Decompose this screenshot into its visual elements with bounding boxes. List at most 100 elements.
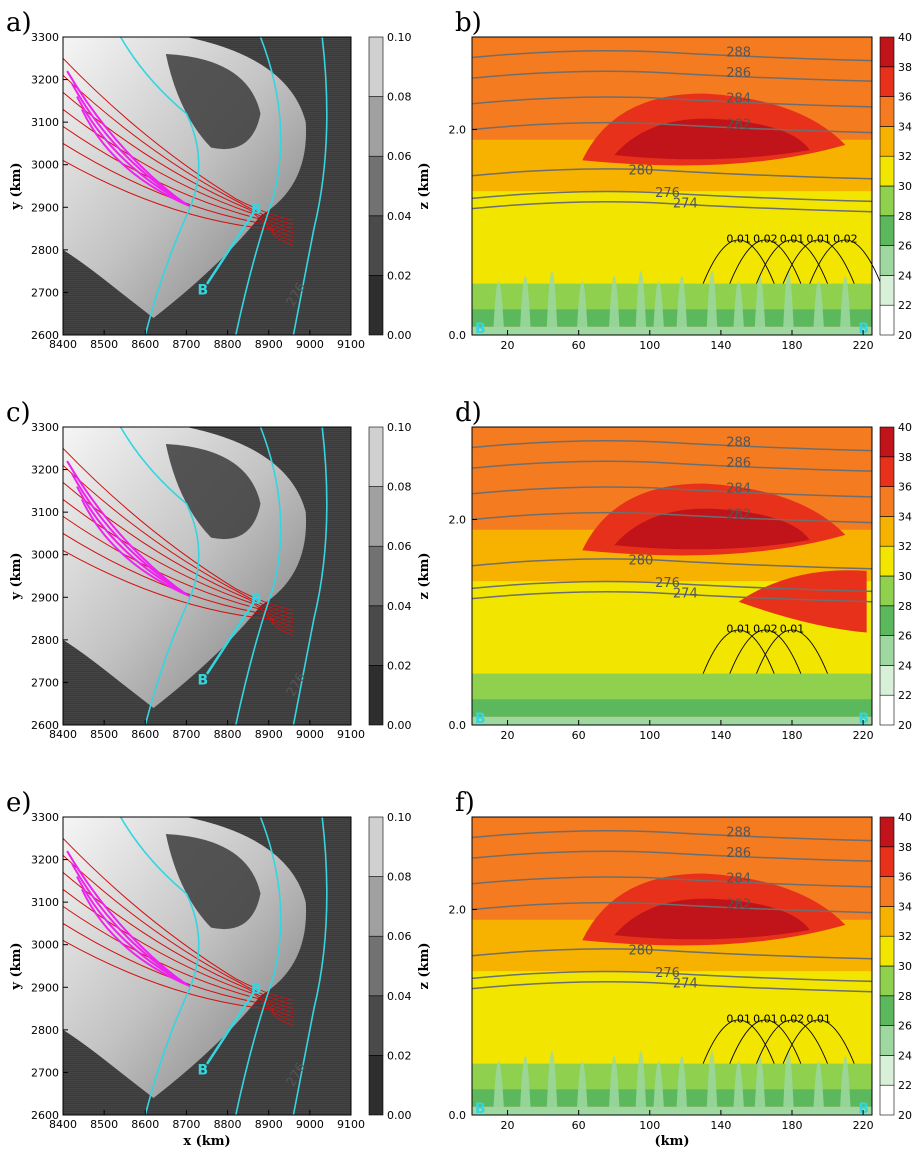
colorbar-tick-label: 40 <box>898 811 912 824</box>
band-dkgreen <box>472 699 872 717</box>
updraft-plume <box>608 275 620 330</box>
section-line <box>205 210 256 285</box>
section-line <box>205 990 256 1065</box>
colorbar-segment <box>368 96 384 157</box>
colorbar-tick-label: 32 <box>898 540 912 553</box>
panel-label: a) <box>6 8 32 38</box>
y-tick-label: 3100 <box>31 896 59 909</box>
updraft-plume <box>676 275 688 330</box>
colorbar-segment <box>368 605 384 666</box>
y-tick-label: 3100 <box>31 506 59 519</box>
section-label-start: B <box>475 711 486 727</box>
isentrope <box>471 901 873 914</box>
updraft-plume <box>706 1050 718 1110</box>
y-tick-label: 2800 <box>31 244 59 257</box>
colorbar-tick-label: 0.06 <box>387 540 412 553</box>
y-axis-label: y (km) <box>9 942 24 990</box>
isentrope <box>471 981 873 993</box>
moisture-label: 0.01 <box>753 1013 778 1026</box>
x-tick-label: 8800 <box>214 1118 242 1131</box>
updraft-plume <box>608 1055 620 1110</box>
x-tick-label: 100 <box>639 339 660 352</box>
colorbar-tick-label: 36 <box>898 91 912 104</box>
colorbar-segment <box>368 36 384 97</box>
section-label-end: B <box>251 202 262 218</box>
cyan-contour <box>292 426 328 726</box>
colorbar-segment <box>879 846 895 877</box>
moisture-contour <box>756 1019 828 1064</box>
section-label-start: B <box>475 321 486 337</box>
colorbar-tick-label: 26 <box>898 240 912 253</box>
panel-label: e) <box>6 788 32 818</box>
updraft-plume <box>733 281 744 330</box>
cyan-contour <box>235 36 282 336</box>
magenta-contour <box>66 70 179 200</box>
isentrope <box>471 970 873 983</box>
x-tick-label: 60 <box>572 729 586 742</box>
x-tick-label: 8900 <box>255 728 283 741</box>
moisture-label: 0.02 <box>753 623 778 636</box>
section-label-start: B <box>198 673 209 689</box>
isentrope-label: 274 <box>673 196 698 211</box>
colorbar-tick-label: 0.04 <box>387 990 412 1003</box>
red-contour <box>62 905 294 1018</box>
wind-max-lower <box>738 570 867 633</box>
isentrope-label: 288 <box>726 435 751 450</box>
section-label-start: B <box>475 1101 486 1117</box>
isentrope <box>471 829 873 842</box>
colorbar-tick-label: 32 <box>898 150 912 163</box>
section-line <box>205 600 256 675</box>
magenta-contour <box>81 108 191 208</box>
updraft-plume <box>493 281 504 330</box>
x-tick-label: 220 <box>853 339 874 352</box>
isentrope <box>471 591 873 603</box>
y-tick-label: 2600 <box>31 329 59 342</box>
updraft-plume <box>493 1061 504 1110</box>
x-tick-label: 60 <box>572 339 586 352</box>
y-tick-label: 0.0 <box>449 1109 467 1122</box>
colorbar-tick-label: 32 <box>898 930 912 943</box>
colorbar-segment <box>879 605 895 636</box>
red-contour <box>62 74 294 225</box>
moisture-label: 0.01 <box>806 1013 831 1026</box>
colorbar-segment <box>879 456 895 487</box>
updraft-plume <box>706 270 718 330</box>
updraft-plume <box>520 275 531 330</box>
magenta-contour <box>71 83 183 203</box>
dry-slot <box>165 834 261 930</box>
y-tick-label: 3300 <box>31 31 59 44</box>
updraft-plume <box>813 281 824 330</box>
updraft-plume <box>546 1050 558 1110</box>
isentrope <box>471 121 873 134</box>
updraft-plume <box>783 1050 794 1110</box>
moisture-contour <box>809 239 882 284</box>
x-tick-label: 220 <box>853 729 874 742</box>
x-tick-label: 100 <box>639 729 660 742</box>
red-contour <box>62 940 294 1027</box>
isentrope-label: 274 <box>673 976 698 991</box>
colorbar-segment <box>368 816 384 877</box>
y-tick-label: 3000 <box>31 549 59 562</box>
colorbar-tick-label: 0.02 <box>387 269 412 282</box>
colorbar-segment <box>879 1025 895 1056</box>
x-tick-label: 9100 <box>337 728 365 741</box>
isentrope <box>471 558 873 570</box>
x-tick-label: 8800 <box>214 338 242 351</box>
colorbar-segment <box>879 245 895 276</box>
y-tick-label: 2900 <box>31 591 59 604</box>
magenta-contour <box>76 96 187 205</box>
colorbar-segment <box>879 126 895 157</box>
red-contour <box>62 923 294 1022</box>
x-tick-label: 8600 <box>131 728 159 741</box>
colorbar-tick-label: 0.00 <box>387 1109 412 1122</box>
magenta-contour <box>81 498 191 598</box>
isentrope-label: 282 <box>726 897 751 912</box>
x-tick-label: 20 <box>501 729 515 742</box>
x-tick-label: 8500 <box>90 338 118 351</box>
moisture-label: 0.01 <box>780 623 805 636</box>
colorbar-tick-label: 0.10 <box>387 421 412 434</box>
isentrope <box>471 486 873 498</box>
